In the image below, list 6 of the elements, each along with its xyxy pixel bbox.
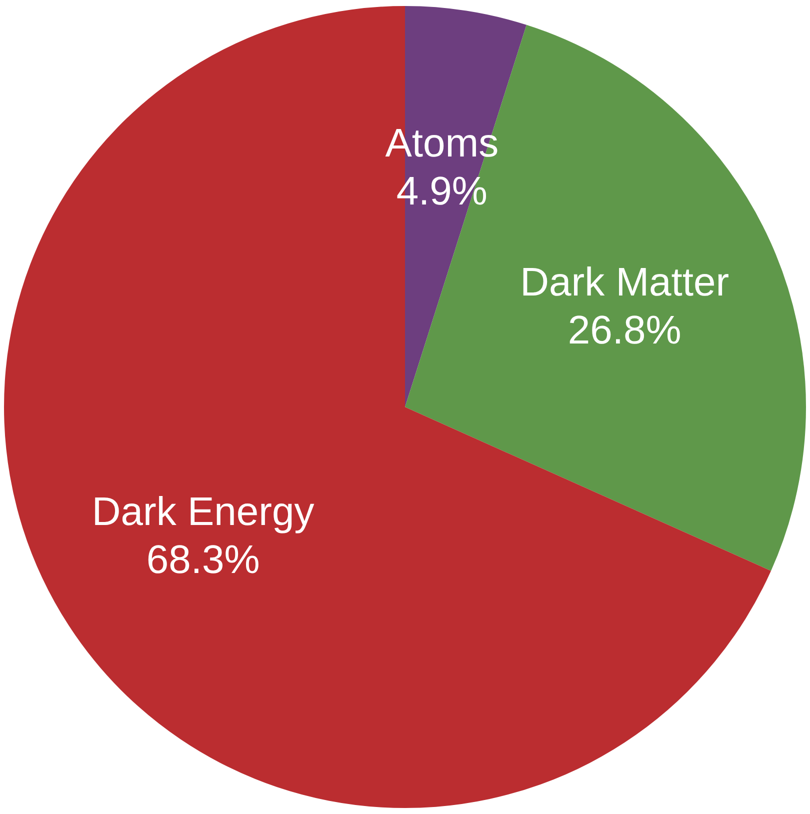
data-label: 68.3% [146,538,260,582]
data-label: 26.8% [568,308,682,353]
slice-label: Dark Matter [520,260,730,305]
data-label: 4.9% [396,169,488,214]
slice-label: Dark Energy [92,490,314,534]
slice-label: Atoms [385,121,499,166]
